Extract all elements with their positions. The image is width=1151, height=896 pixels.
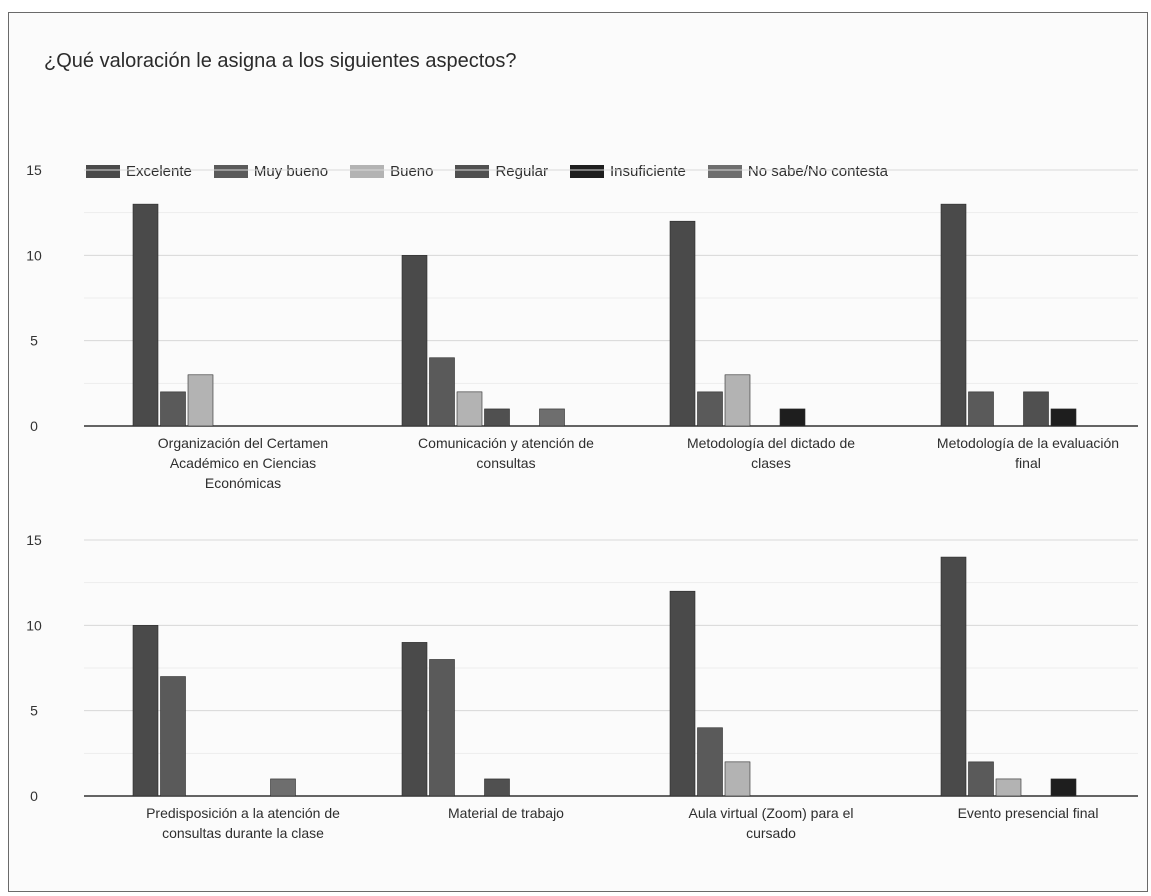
x-category-label-line: consultas durante la clase — [162, 825, 324, 841]
legend-label: No sabe/No contesta — [747, 162, 888, 180]
x-category-label: Aula virtual (Zoom) para el cursado — [689, 805, 854, 841]
y-tick-label: 10 — [26, 247, 42, 263]
bar-muy-bueno — [160, 391, 186, 427]
bar-muy-bueno — [160, 676, 186, 797]
bar-bueno — [995, 778, 1022, 797]
x-category-label: Organización del Certamen Académico en Ci… — [158, 435, 328, 491]
bar-excelente — [940, 203, 967, 427]
legend-item-bueno: Bueno — [350, 163, 433, 180]
x-category-label: Material de trabajo — [448, 805, 564, 821]
x-category-label: Metodología del dictado de clases — [687, 435, 855, 471]
bar-excelente — [401, 642, 428, 797]
bar-excelente — [401, 255, 428, 427]
chart-title: ¿Qué valoración le asigna a los siguient… — [44, 50, 517, 72]
x-category-label-line: Metodología del dictado de — [687, 435, 855, 451]
bar-bueno — [724, 374, 751, 427]
legend-label: Muy bueno — [253, 162, 329, 180]
legend-item-excelente: Excelente — [86, 163, 192, 180]
bar-excelente — [132, 625, 159, 797]
x-category-label-line: Aula virtual (Zoom) para el — [689, 805, 854, 821]
legend-label: Regular — [495, 162, 548, 180]
x-category-label-line: Académico en Ciencias — [170, 455, 316, 471]
bar-excelente — [669, 590, 696, 797]
x-category-label: Comunicación y atención de consultas — [418, 435, 594, 471]
y-tick-label: 5 — [30, 333, 38, 349]
bar-no-sabe-no-contesta — [270, 778, 296, 797]
bar-excelente — [669, 220, 696, 427]
x-category-label-line: Económicas — [205, 475, 281, 491]
legend-swatch — [213, 164, 248, 178]
bar-insuficiente — [1050, 408, 1077, 427]
x-category-label-line: Organización del Certamen — [158, 435, 328, 451]
bar-bueno — [724, 761, 751, 797]
legend-swatch — [455, 164, 490, 178]
x-category-label-line: Comunicación y atención de — [418, 435, 594, 451]
x-category-label: Evento presencial final — [958, 805, 1099, 821]
x-category-label-line: Metodología de la evaluación — [937, 435, 1119, 451]
x-category-label: Predisposición a la atención de consultas… — [146, 805, 340, 841]
bar-excelente — [940, 556, 967, 797]
legend-item-insuficiente: Insuficiente — [570, 163, 686, 180]
bar-insuficiente — [779, 408, 806, 427]
legend-swatch — [86, 164, 120, 178]
y-tick-label: 0 — [30, 418, 38, 434]
bar-muy-bueno — [429, 659, 455, 797]
x-category-label: Metodología de la evaluación final — [937, 435, 1119, 471]
legend-label: Bueno — [390, 162, 434, 180]
x-category-label-line: cursado — [746, 825, 796, 841]
bar-excelente — [132, 203, 159, 427]
x-category-label-line: final — [1015, 455, 1041, 471]
bar-muy-bueno — [968, 391, 994, 427]
x-category-label-line: clases — [751, 455, 791, 471]
x-category-label-line: consultas — [476, 455, 535, 471]
x-category-label-line: Material de trabajo — [448, 805, 564, 821]
x-category-label-line: Predisposición a la atención de — [146, 805, 340, 821]
legend-swatch — [570, 164, 604, 178]
y-tick-label: 15 — [26, 532, 42, 548]
bar-muy-bueno — [968, 761, 994, 797]
legend-label: Insuficiente — [610, 162, 686, 180]
bar-regular — [484, 408, 510, 427]
bar-muy-bueno — [697, 727, 723, 797]
bar-muy-bueno — [697, 391, 723, 427]
bar-no-sabe-no-contesta — [539, 408, 565, 427]
bar-regular — [484, 778, 510, 797]
bar-regular — [1023, 391, 1049, 427]
legend-item-muy-bueno: Muy bueno — [213, 162, 329, 180]
bar-bueno — [456, 391, 483, 427]
bar-muy-bueno — [429, 357, 455, 427]
legend-label: Excelente — [126, 162, 192, 180]
bar-bueno — [187, 374, 214, 427]
y-tick-label: 10 — [26, 617, 42, 633]
legend-swatch — [350, 164, 385, 178]
y-tick-label: 5 — [30, 703, 38, 719]
x-category-label-line: Evento presencial final — [958, 805, 1099, 821]
legend-item-regular: Regular — [455, 163, 548, 180]
legend-item-no-sabe: No sabe/No contesta — [707, 162, 888, 180]
y-tick-label: 15 — [26, 162, 42, 178]
legend-swatch — [707, 164, 742, 178]
bar-insuficiente — [1050, 778, 1077, 797]
chart-legend: Excelente Muy bueno Bueno Regular Insufi… — [86, 160, 910, 182]
y-tick-label: 0 — [30, 788, 38, 804]
